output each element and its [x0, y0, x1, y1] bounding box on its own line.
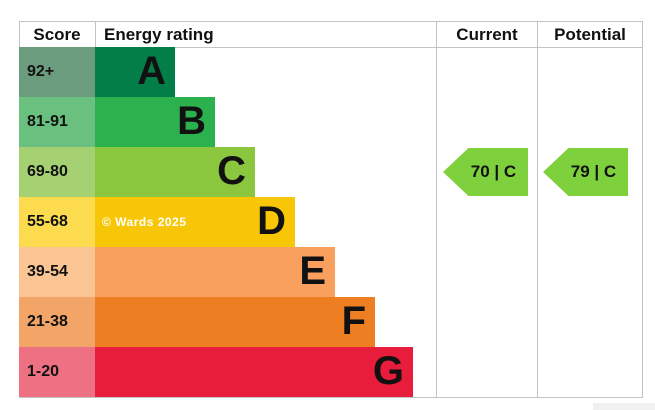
header-bottom-border — [19, 47, 643, 48]
header-left-border — [19, 21, 20, 48]
potential-rating-value: 79 | C — [570, 162, 617, 181]
score-column-divider — [95, 21, 96, 48]
score-range-label: 81-91 — [27, 113, 68, 130]
copyright-watermark: © Wards 2025 — [102, 215, 187, 229]
rating-letter: C — [217, 149, 246, 193]
rating-band-e: E — [95, 247, 335, 297]
energy-rating-column-header: Energy rating — [104, 25, 214, 44]
rating-letter: B — [177, 99, 206, 143]
score-cell-e: 39-54 — [19, 247, 95, 297]
score-cell-c: 69-80 — [19, 147, 95, 197]
rating-letter: E — [299, 249, 326, 293]
current-column-header: Current — [456, 25, 518, 44]
potential-column-divider — [537, 21, 538, 398]
rating-band-c: C — [95, 147, 255, 197]
score-range-label: 55-68 — [27, 213, 68, 230]
current-rating-value: 70 | C — [470, 162, 517, 181]
rating-letter: D — [257, 199, 286, 243]
rating-band-g: G — [95, 347, 413, 397]
score-range-label: 69-80 — [27, 163, 68, 180]
score-cell-d: 55-68 — [19, 197, 95, 247]
score-cell-g: 1-20 — [19, 347, 95, 397]
score-column-header: Score — [33, 25, 81, 44]
potential-rating-arrow: 79 | C — [543, 148, 628, 196]
table-right-border — [642, 21, 643, 398]
rating-letter: A — [137, 49, 166, 93]
epc-table: Score Energy rating Current Potential 92… — [19, 21, 643, 398]
score-cell-b: 81-91 — [19, 97, 95, 147]
table-bottom-border — [19, 397, 643, 398]
potential-column-header: Potential — [554, 25, 626, 44]
score-range-label: 39-54 — [27, 263, 68, 280]
current-column-divider — [436, 21, 437, 398]
rating-letter: F — [341, 299, 366, 343]
faint-bottom-right-artifact — [593, 403, 655, 410]
score-cell-f: 21-38 — [19, 297, 95, 347]
current-rating-arrow: 70 | C — [443, 148, 528, 196]
score-cell-a: 92+ — [19, 47, 95, 97]
table-top-border — [19, 21, 643, 22]
score-range-label: 21-38 — [27, 313, 68, 330]
score-range-label: 1-20 — [27, 363, 60, 380]
score-range-label: 92+ — [27, 63, 55, 80]
rating-band-f: F — [95, 297, 375, 347]
rating-band-a: A — [95, 47, 175, 97]
rating-letter: G — [372, 349, 404, 393]
rating-band-b: B — [95, 97, 215, 147]
rating-band-d: D — [95, 197, 295, 247]
